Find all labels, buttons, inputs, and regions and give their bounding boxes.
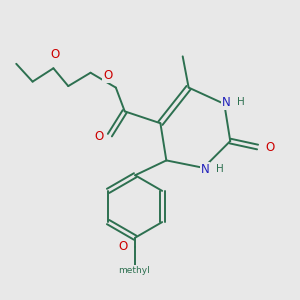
Text: methyl: methyl (118, 266, 149, 275)
Text: H: H (237, 98, 244, 107)
Text: O: O (118, 240, 128, 253)
Text: O: O (94, 130, 103, 143)
Text: H: H (216, 164, 224, 174)
Text: O: O (265, 140, 274, 154)
Text: O: O (50, 48, 59, 61)
Text: N: N (201, 163, 209, 176)
Text: N: N (221, 96, 230, 109)
Text: O: O (103, 69, 112, 82)
